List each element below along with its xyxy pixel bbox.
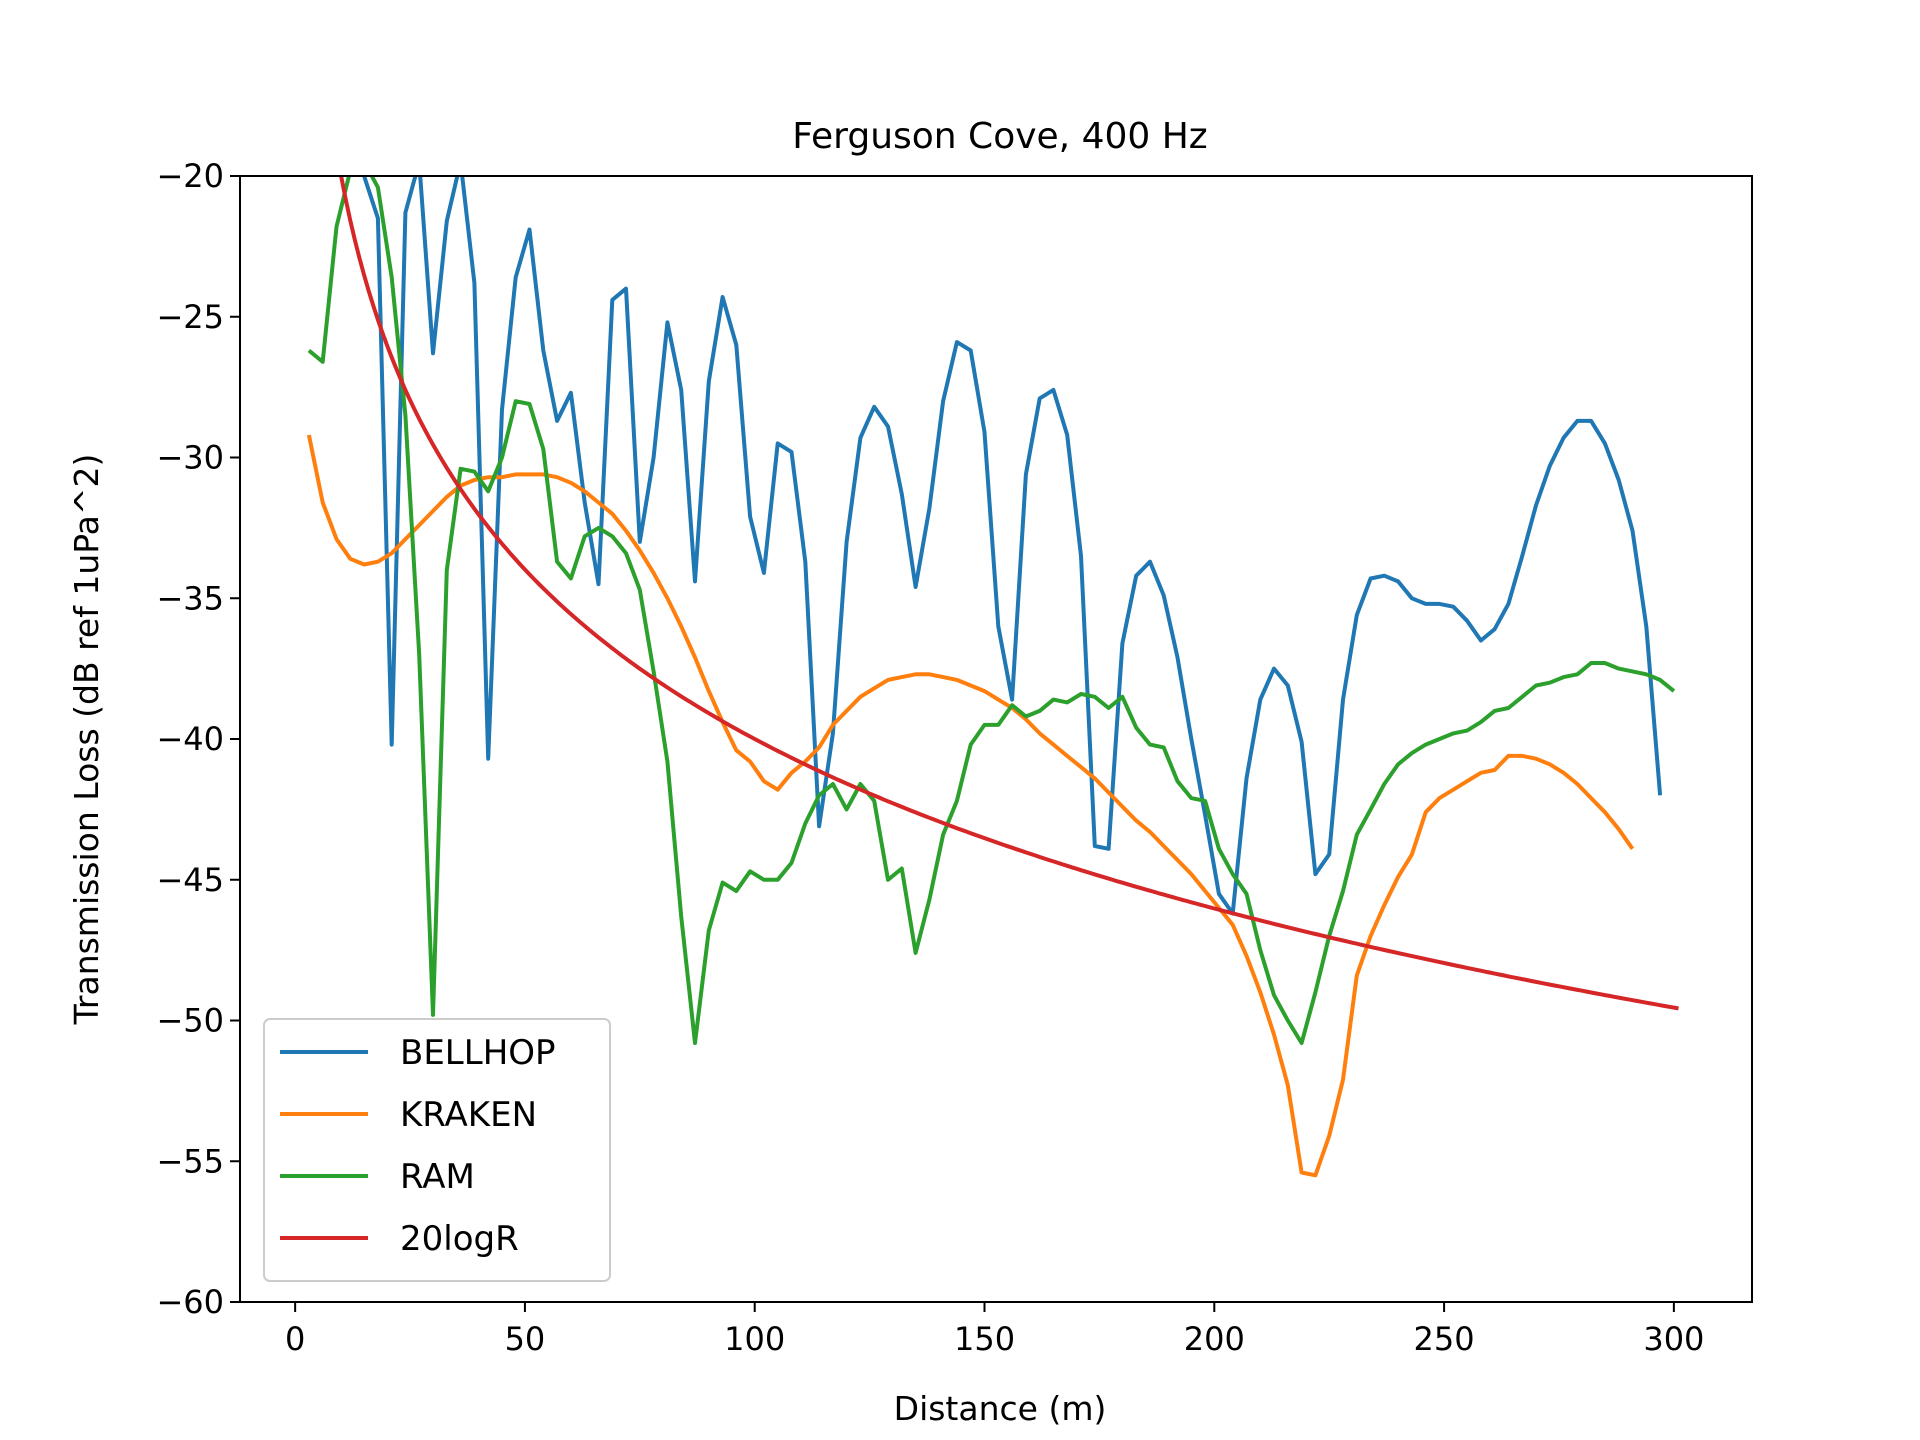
series-line-bellhop	[360, 176, 1663, 916]
y-axis: −20 −25 −30 −35 −40 −45 −50 −55 −60	[156, 157, 240, 1321]
y-tick-label: −50	[156, 1002, 224, 1040]
legend-label-20logr: 20logR	[400, 1219, 519, 1259]
x-tick-label: 0	[285, 1320, 305, 1358]
x-axis-label: Distance (m)	[894, 1389, 1107, 1428]
legend-box	[263, 1018, 611, 1282]
y-tick-label: −60	[156, 1283, 224, 1321]
y-tick-label: −20	[156, 157, 224, 195]
x-tick-label: 100	[724, 1320, 785, 1358]
y-tick-label: −30	[156, 439, 224, 477]
legend-label-kraken: KRAKEN	[400, 1095, 537, 1135]
y-tick-label: −25	[156, 298, 224, 336]
legend: BELLHOP KRAKEN RAM 20logR	[263, 1018, 611, 1282]
x-tick-label: 250	[1414, 1320, 1475, 1358]
x-tick-label: 150	[954, 1320, 1015, 1358]
series-line-20logr	[339, 176, 1679, 1011]
x-tick-label: 50	[505, 1320, 546, 1358]
y-tick-label: −35	[156, 579, 224, 617]
series-layer	[306, 176, 1679, 1178]
x-tick-label: 300	[1643, 1320, 1704, 1358]
legend-label-ram: RAM	[400, 1157, 475, 1197]
y-tick-label: −40	[156, 720, 224, 758]
y-tick-label: −55	[156, 1142, 224, 1180]
x-tick-label: 200	[1184, 1320, 1245, 1358]
y-axis-label: Transmission Loss (dB ref 1uPa^2)	[67, 454, 106, 1026]
x-axis: 0 50 100 150 200 250 300	[285, 1302, 1704, 1358]
y-tick-label: −45	[156, 861, 224, 899]
legend-label-bellhop: BELLHOP	[400, 1033, 556, 1073]
series-line-kraken	[306, 434, 1635, 1178]
series-line-ram	[307, 176, 1676, 1045]
chart-title: Ferguson Cove, 400 Hz	[792, 116, 1207, 157]
